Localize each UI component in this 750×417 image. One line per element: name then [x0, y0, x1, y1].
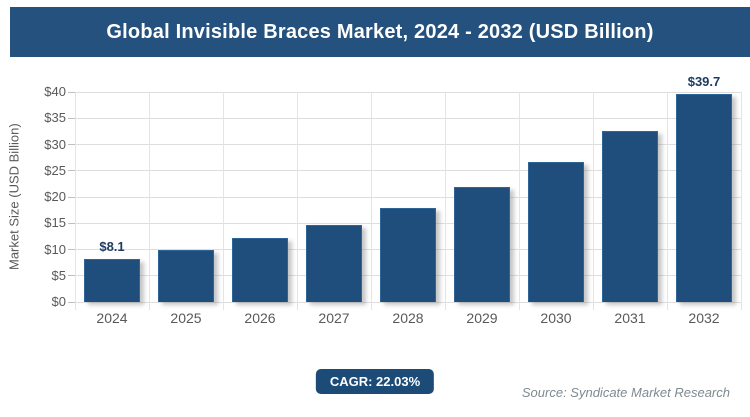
gridline-vertical: [148, 92, 150, 310]
bar-2029: [454, 187, 510, 302]
bar-2024: [84, 259, 140, 302]
bar-value-label-2032: $39.7: [687, 73, 721, 89]
cagr-badge: CAGR: 22.03%: [315, 369, 435, 394]
y-tick-mark: [68, 117, 75, 119]
y-tick-label: $25: [44, 162, 66, 178]
x-axis-label-2030: 2030: [540, 310, 572, 326]
x-axis-label-2025: 2025: [170, 310, 202, 326]
x-axis-label-2026: 2026: [244, 310, 276, 326]
bar-2027: [306, 224, 362, 302]
y-tick-mark: [68, 275, 75, 277]
source-attribution: Source: Syndicate Market Research: [521, 385, 730, 400]
bar-value-label-2024: $8.1: [99, 239, 125, 255]
plot-area: $8.1 $39.7: [74, 74, 742, 310]
x-axis-label-2028: 2028: [392, 310, 424, 326]
gridline-vertical: [666, 92, 668, 310]
gridline-vertical: [444, 92, 446, 310]
y-axis-title: Market Size (USD Billion): [6, 123, 22, 271]
y-tick-mark: [68, 144, 75, 145]
x-axis-label-2031: 2031: [614, 310, 646, 326]
gridline-vertical: [296, 92, 298, 310]
gridline-horizontal: [75, 301, 741, 303]
y-tick-label: $20: [44, 189, 66, 204]
x-axis-label-2024: 2024: [96, 310, 128, 326]
gridline-horizontal: [75, 144, 741, 145]
bar-2031: [602, 130, 658, 302]
y-tick-label: $40: [44, 84, 66, 99]
y-tick-label: $35: [44, 110, 66, 126]
bar-2030: [528, 161, 584, 302]
bar-2032: [676, 93, 732, 302]
y-tick-mark: [68, 222, 75, 224]
gridline-horizontal: [75, 196, 741, 198]
y-tick-mark: [68, 91, 75, 93]
gridline-vertical: [740, 92, 742, 310]
y-tick-label: $5: [51, 267, 66, 283]
chart-title: Global Invisible Braces Market, 2024 - 2…: [106, 20, 654, 43]
gridline-vertical: [592, 92, 594, 310]
gridline-vertical: [518, 92, 520, 310]
bar-2026: [232, 238, 288, 302]
y-tick-mark: [68, 301, 75, 303]
bar-2025: [158, 250, 214, 302]
gridline-vertical: [370, 92, 372, 310]
gridline-horizontal: [75, 91, 741, 93]
gridline-horizontal: [75, 170, 741, 172]
chart-title-bar: Global Invisible Braces Market, 2024 - 2…: [10, 7, 750, 57]
gridline-vertical: [222, 92, 224, 310]
y-tick-label: $0: [51, 294, 66, 309]
y-tick-label: $10: [44, 241, 66, 257]
y-tick-mark: [68, 196, 75, 198]
gridline-vertical: [74, 92, 76, 310]
bar-2028: [380, 208, 436, 302]
y-tick-label: $30: [44, 136, 66, 152]
gridline-horizontal: [75, 117, 741, 119]
x-axis-label-2032: 2032: [688, 310, 720, 326]
y-tick-mark: [68, 249, 75, 250]
x-axis: 2024 2025 2026 2027 2028 2029 2030 2031 2032: [75, 310, 741, 332]
x-axis-label-2029: 2029: [466, 310, 498, 326]
x-axis-label-2027: 2027: [318, 310, 350, 326]
y-tick-mark: [68, 170, 75, 172]
y-tick-label: $15: [44, 215, 66, 231]
